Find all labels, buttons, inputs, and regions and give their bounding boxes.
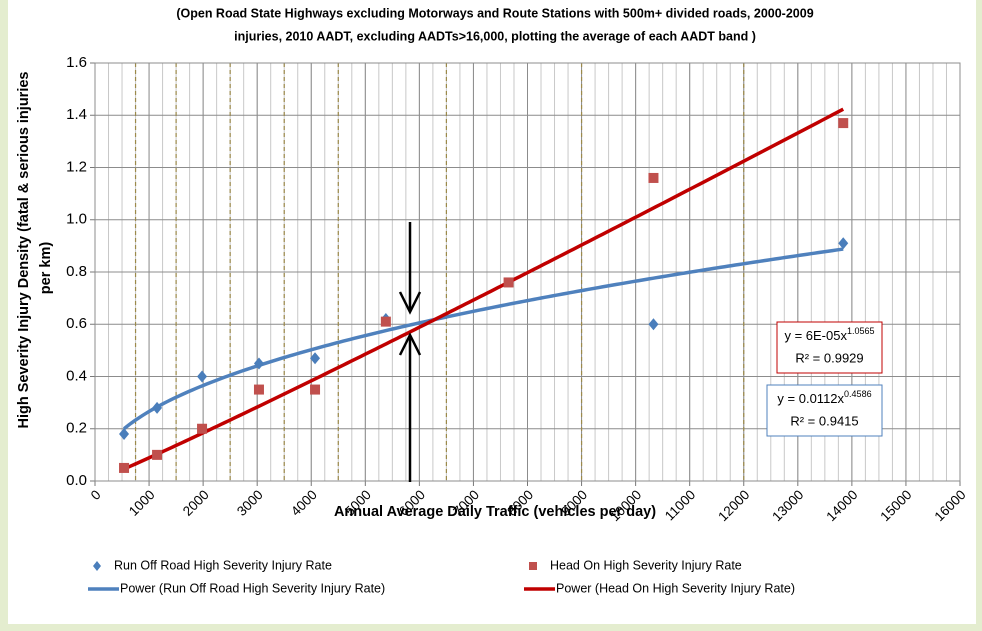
trendline-equation: y = 6E-05x1.0565 <box>784 326 874 343</box>
chart-title: (Open Road State Highways excluding Moto… <box>176 6 813 20</box>
y-axis-label: High Severity Injury Density (fatal & se… <box>16 72 32 429</box>
equation-box <box>766 384 883 437</box>
marker <box>119 462 130 473</box>
marker <box>253 357 264 370</box>
y-tick-label: 0.6 <box>66 315 87 332</box>
marker <box>152 449 163 460</box>
trendline-equation: y = 0.0112x0.4586 <box>777 389 871 406</box>
y-tick-label: 0.0 <box>66 472 87 489</box>
equation-exponent: 1.0565 <box>847 326 875 336</box>
plot-area <box>90 62 961 486</box>
y-tick-label: 1.2 <box>66 158 87 175</box>
y-tick-label: 0.4 <box>66 367 87 384</box>
plot-frame <box>94 62 961 482</box>
y-tick-label: 0.2 <box>66 420 87 437</box>
y-tick-label: 1.6 <box>66 54 87 71</box>
marker <box>310 384 321 395</box>
marker <box>119 427 130 440</box>
chart-background <box>8 0 976 624</box>
marker <box>310 352 321 365</box>
r-squared: R² = 0.9415 <box>790 413 858 428</box>
y-axis-label: per km) <box>38 242 54 295</box>
marker <box>648 318 659 331</box>
legend-marker <box>529 562 537 570</box>
equation-box <box>776 321 883 374</box>
marker <box>380 316 391 327</box>
chart-title: injuries, 2010 AADT, excluding AADTs>16,… <box>234 29 756 43</box>
equation-text: y = 6E-05x <box>784 328 847 343</box>
arrows <box>398 222 422 482</box>
equation-exponent: 0.4586 <box>844 389 872 399</box>
y-tick-label: 0.8 <box>66 263 87 280</box>
marker <box>253 384 264 395</box>
marker <box>838 237 849 250</box>
marker <box>197 423 208 434</box>
legend-label: Power (Run Off Road High Severity Injury… <box>120 581 385 595</box>
marker <box>648 172 659 183</box>
trendline <box>122 247 844 431</box>
y-tick-label: 1.0 <box>66 211 87 228</box>
marker <box>838 118 849 129</box>
marker <box>503 277 514 288</box>
legend-label: Run Off Road High Severity Injury Rate <box>114 558 332 572</box>
arrow-head <box>398 291 422 315</box>
legend-label: Head On High Severity Injury Rate <box>550 558 742 572</box>
trendline <box>123 107 845 471</box>
legend-marker <box>93 561 101 571</box>
marker <box>197 370 208 383</box>
legend-label: Power (Head On High Severity Injury Rate… <box>556 581 795 595</box>
equation-text: y = 0.0112x <box>777 391 844 406</box>
y-tick-label: 1.4 <box>66 106 87 123</box>
r-squared: R² = 0.9929 <box>795 350 863 365</box>
arrow-head <box>398 332 422 356</box>
marker <box>152 401 163 414</box>
x-axis-label: Annual Average Daily Traffic (vehicles p… <box>334 504 656 520</box>
